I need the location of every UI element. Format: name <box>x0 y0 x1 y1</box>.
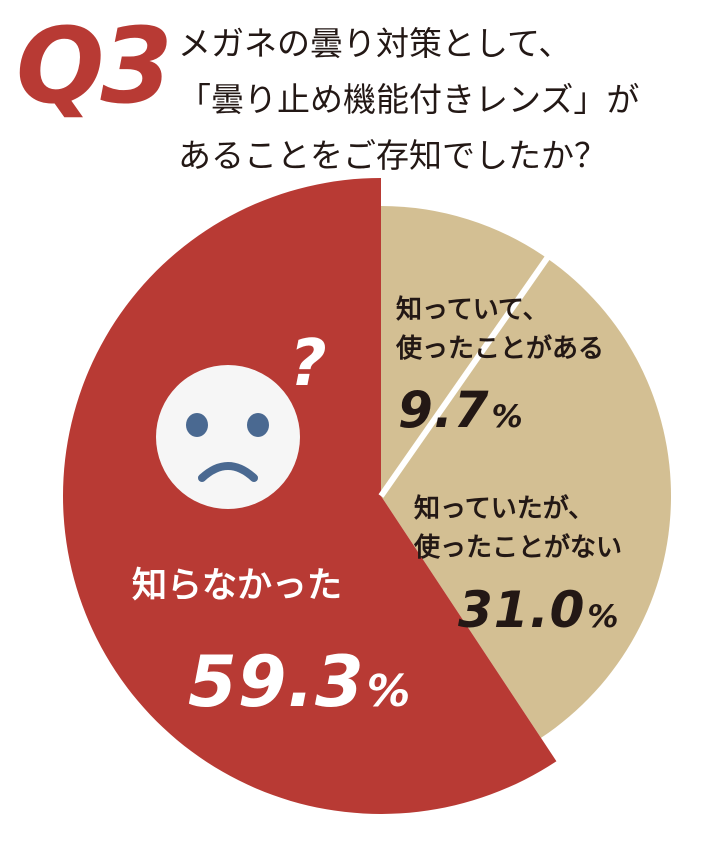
question-number: Q3 <box>16 5 173 127</box>
slice-value-used-number: 9.7 <box>398 381 490 439</box>
slice-label-didnt-know: 知らなかった <box>132 564 342 608</box>
sad-face-right-eye <box>247 413 269 437</box>
slice-value-didnt-know-number: 59.3 <box>188 641 365 723</box>
slice-value-used: 9.7% <box>398 382 524 445</box>
slice-label-used-line-1: 知っていて、 <box>396 295 549 325</box>
sad-face-icon <box>156 365 300 509</box>
slice-label-not-used: 知っていたが、 使ったことがない <box>414 490 622 568</box>
sad-face-bg <box>156 365 300 509</box>
pie-slice-not-used <box>381 258 672 738</box>
question-line-1: メガネの曇り対策として、 <box>178 24 572 63</box>
slice-label-used-line-2: 使ったことがある <box>396 334 605 364</box>
slice-divider <box>378 251 553 498</box>
question-text: メガネの曇り対策として、 「曇り止め機能付きレンズ」が あることをご存知でしたか… <box>178 16 708 184</box>
pie-slice-didnt-know <box>62 178 557 814</box>
question-line-3: あることをご存知でしたか？ <box>178 136 607 175</box>
slice-value-not-used-unit: % <box>587 599 620 635</box>
slice-label-didnt-know-line-1: 知らなかった <box>132 566 343 606</box>
slice-value-didnt-know-unit: % <box>366 667 412 717</box>
slice-value-used-unit: % <box>491 399 524 435</box>
sad-face-left-eye <box>186 413 208 437</box>
question-mark-icon: ? <box>289 327 326 401</box>
slice-label-not-used-line-1: 知っていたが、 <box>414 494 595 524</box>
slice-value-not-used: 31.0% <box>458 582 619 645</box>
pie-slices <box>62 178 672 814</box>
sad-face-mouth <box>198 462 258 482</box>
pie-slice-used <box>381 206 548 496</box>
question-line-2: 「曇り止め機能付きレンズ」が <box>178 80 640 119</box>
slice-value-not-used-number: 31.0 <box>458 581 586 639</box>
slice-label-not-used-line-2: 使ったことがない <box>414 533 623 563</box>
slice-label-used: 知っていて、 使ったことがある <box>396 291 604 369</box>
slice-value-didnt-know: 59.3% <box>188 644 411 730</box>
